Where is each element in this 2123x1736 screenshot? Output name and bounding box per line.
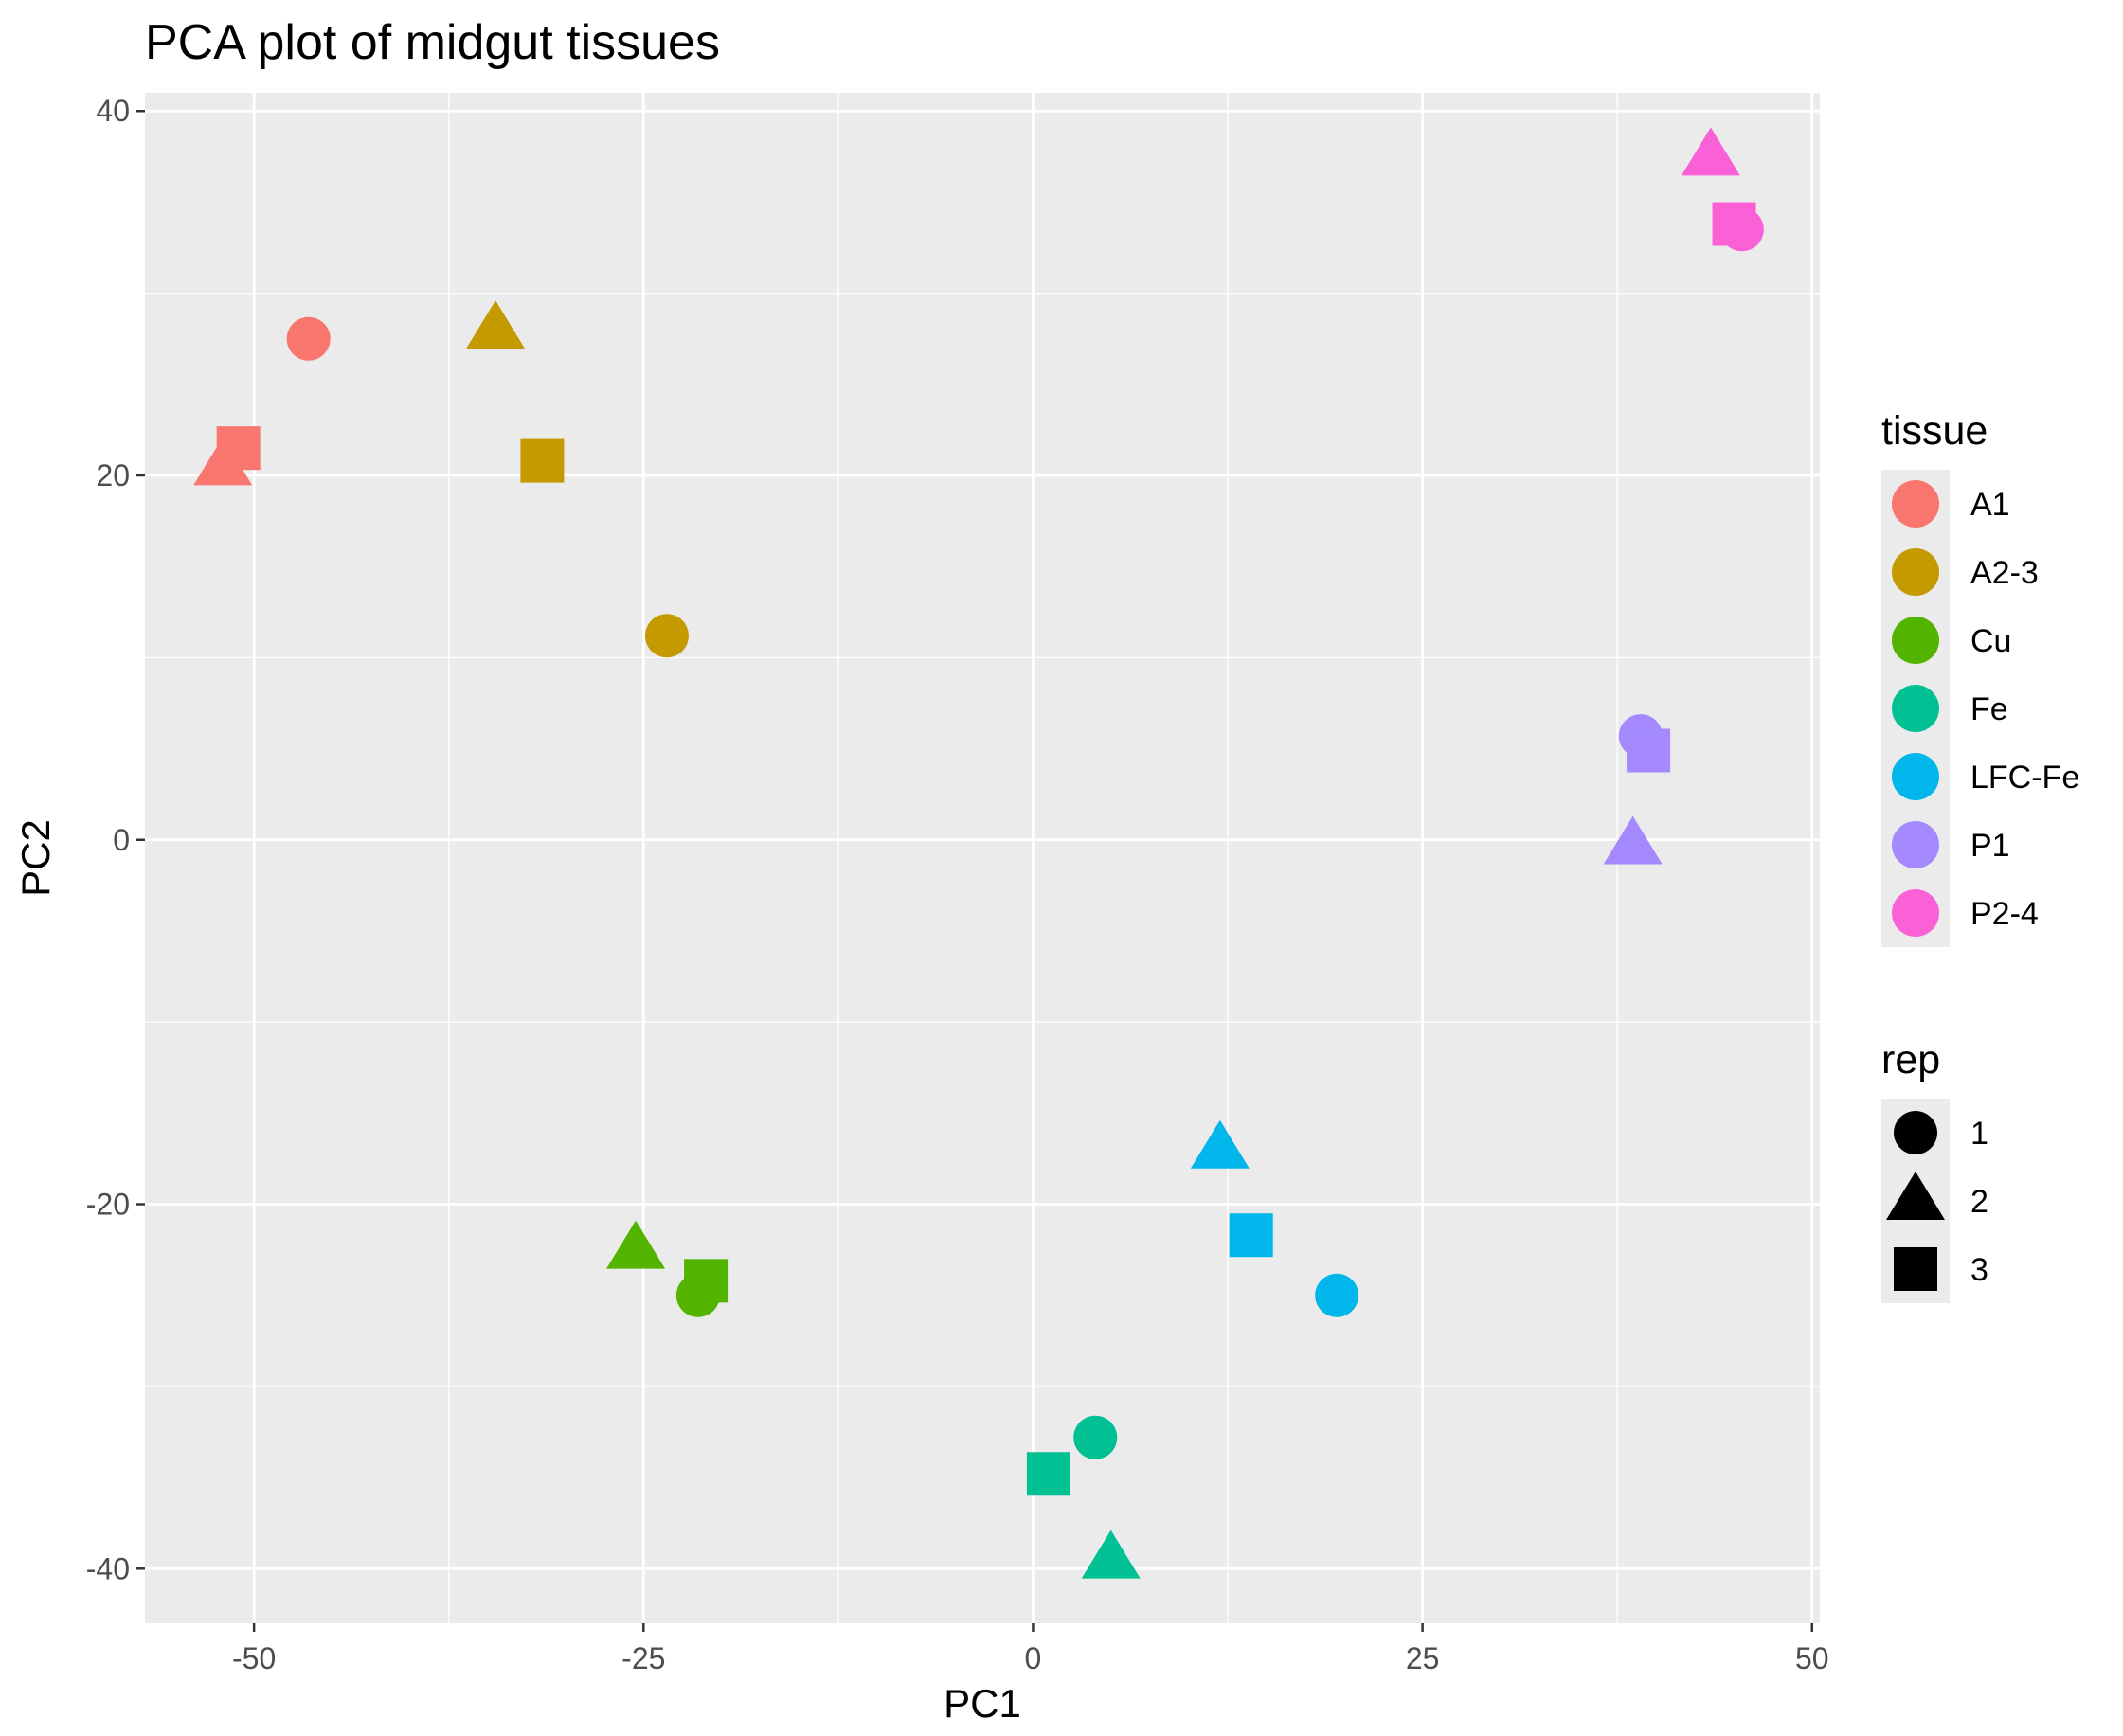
legend-key-rep-1 <box>1894 1111 1937 1154</box>
rep-legend-items: 1 2 3 <box>1886 1111 1988 1291</box>
axes: -50 -25 0 25 50 -40 -20 0 20 40 <box>86 94 1829 1675</box>
legend-label-rep-3: 3 <box>1970 1252 1988 1288</box>
tissue-legend-items: A1 A2-3 Cu Fe LFC-Fe P1 P2-4 <box>1892 480 2079 937</box>
point-Cu-rep2 <box>606 1220 666 1269</box>
legend-label-rep-2: 2 <box>1970 1184 1988 1220</box>
rep-legend-title: rep <box>1881 1037 1940 1083</box>
y-tick-label: 40 <box>96 94 130 128</box>
legend-label-rep-1: 1 <box>1970 1116 1988 1152</box>
point-Fe-rep2 <box>1081 1530 1141 1579</box>
point-LFC-Fe-rep1 <box>1315 1273 1359 1317</box>
point-P1-rep3 <box>1627 728 1671 773</box>
legend-label-P1: P1 <box>1970 828 2010 864</box>
point-Fe-rep3 <box>1026 1452 1070 1496</box>
legend-key-A1 <box>1892 480 1939 528</box>
tissue-legend: tissue A1 A2-3 Cu Fe LFC-Fe P1 P2-4 <box>1881 408 2079 947</box>
plot-panel <box>145 93 1820 1623</box>
y-tick-label: -20 <box>86 1188 130 1222</box>
x-tick-label: -50 <box>232 1641 276 1675</box>
grid-lines <box>145 93 1820 1623</box>
legend-key-P1 <box>1892 821 1939 868</box>
data-points <box>193 127 1764 1579</box>
chart-title: PCA plot of midgut tissues <box>145 15 720 70</box>
rep-legend: rep 1 2 3 <box>1881 1037 1988 1303</box>
x-tick-label: -25 <box>621 1641 665 1675</box>
legend-label-Fe: Fe <box>1970 691 2008 727</box>
legend-key-LFC-Fe <box>1892 753 1939 800</box>
legend-key-A2-3 <box>1892 548 1939 596</box>
point-A2-3-rep1 <box>644 614 689 658</box>
legend-key-rep-3 <box>1894 1247 1937 1291</box>
legend-key-P2-4 <box>1892 889 1939 937</box>
x-tick-label: 25 <box>1406 1641 1440 1675</box>
legend-key-Fe <box>1892 685 1939 732</box>
y-tick-label: 0 <box>113 823 130 857</box>
y-axis-title: PC2 <box>13 819 58 897</box>
x-axis-title: PC1 <box>944 1681 1021 1726</box>
legend-key-rep-2 <box>1886 1172 1945 1220</box>
x-tick-label: 0 <box>1025 1641 1042 1675</box>
point-A1-rep1 <box>286 316 331 361</box>
point-Cu-rep3 <box>684 1259 729 1303</box>
point-LFC-Fe-rep3 <box>1229 1213 1273 1258</box>
point-A2-3-rep2 <box>466 300 526 349</box>
point-P2-4-rep2 <box>1681 127 1740 176</box>
point-P1-rep2 <box>1603 815 1663 865</box>
y-tick-label: -40 <box>86 1551 130 1585</box>
point-A2-3-rep3 <box>520 438 565 483</box>
tissue-legend-title: tissue <box>1881 408 1988 454</box>
legend-label-A1: A1 <box>1970 487 2010 523</box>
point-LFC-Fe-rep2 <box>1190 1119 1250 1169</box>
x-tick-label: 50 <box>1795 1641 1829 1675</box>
legend-label-LFC-Fe: LFC-Fe <box>1970 760 2079 796</box>
point-Fe-rep1 <box>1073 1415 1118 1459</box>
legend-label-P2-4: P2-4 <box>1970 896 2039 932</box>
legend-key-Cu <box>1892 617 1939 664</box>
point-A1-rep3 <box>216 426 261 471</box>
y-tick-label: 20 <box>96 458 130 492</box>
legend-label-Cu: Cu <box>1970 623 2011 659</box>
legend-label-A2-3: A2-3 <box>1970 555 2039 591</box>
point-P2-4-rep3 <box>1712 202 1756 246</box>
